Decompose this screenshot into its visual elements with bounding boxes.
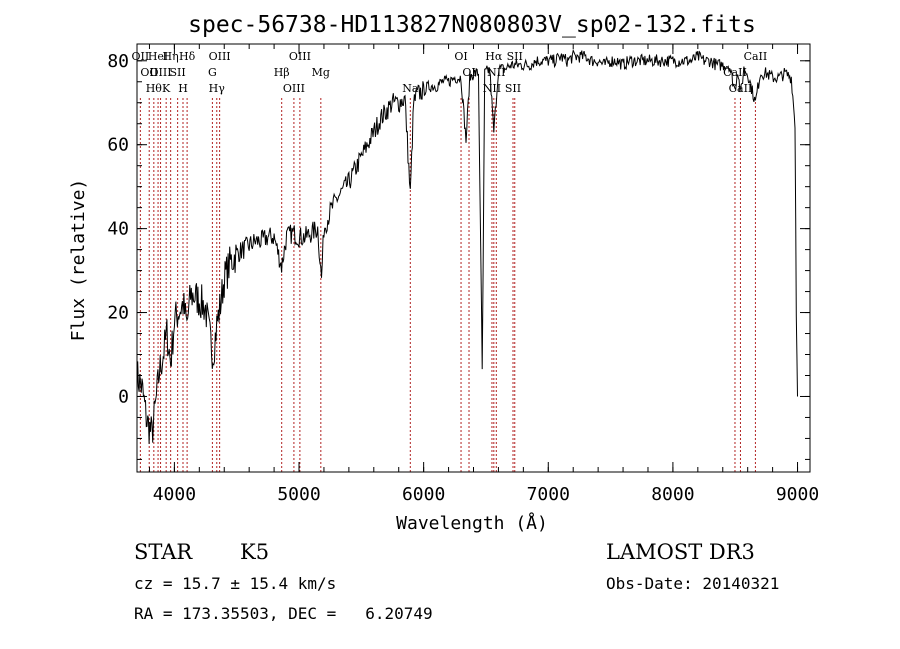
- spectrum-series: [136, 48, 798, 444]
- plot-frame: [136, 43, 811, 473]
- line-marker-label: OIII: [289, 50, 311, 63]
- x-axis-ticks: 4000 5000 6000 7000 8000 9000: [148, 44, 819, 505]
- survey-name: LAMOST DR3: [606, 540, 755, 564]
- y-tick-label: 0: [118, 386, 129, 407]
- line-marker-label: OIII: [209, 50, 231, 63]
- x-tick-label: 5000: [277, 484, 320, 505]
- line-marker-label: Hη: [163, 50, 179, 63]
- line-marker-label: OII: [132, 50, 150, 63]
- line-marker-label: OII: [140, 66, 158, 79]
- line-marker-label: Hγ: [209, 82, 226, 95]
- y-tick-label: 60: [107, 135, 129, 156]
- y-tick-label: 20: [107, 303, 129, 324]
- line-marker-label: SII: [505, 82, 521, 95]
- y-tick-label: 40: [107, 219, 129, 240]
- line-marker-label: SII: [507, 50, 523, 63]
- line-marker-label: NII: [483, 82, 501, 95]
- line-marker-label: Mg: [312, 66, 330, 79]
- line-marker-label: OI: [454, 50, 467, 63]
- x-tick-label: 4000: [153, 484, 196, 505]
- line-marker-label: Hδ: [179, 50, 196, 63]
- line-marker-label: OIII: [150, 66, 172, 79]
- line-marker-label: Hα: [485, 50, 503, 63]
- x-tick-label: 9000: [776, 484, 819, 505]
- x-tick-label: 6000: [402, 484, 445, 505]
- observation-date: Obs-Date: 20140321: [606, 574, 780, 593]
- sky-coordinates: RA = 173.35503, DEC = 6.20749: [134, 604, 433, 623]
- spectrum-line: [136, 48, 798, 444]
- line-marker-label: Hβ: [274, 66, 290, 79]
- line-marker-label: K: [162, 82, 171, 95]
- line-marker-label: G: [208, 66, 217, 79]
- line-marker-label: Na: [402, 82, 419, 95]
- line-marker-label: SII: [170, 66, 186, 79]
- x-axis-label: Wavelength (Å): [396, 512, 548, 534]
- y-axis-ticks: 0 20 40 60 80: [107, 51, 810, 460]
- line-marker-label: CaII: [744, 50, 768, 63]
- x-tick-label: 7000: [527, 484, 570, 505]
- y-axis-label: Flux (relative): [68, 179, 89, 342]
- line-marker-labels: OII OII Hθ HeI OIII K Hη SII H Hδ G Hγ OIII Hβ OIII OII…: [132, 50, 768, 95]
- chart-title: spec-56738-HD113827N080803V_sp02-132.fit…: [188, 12, 756, 38]
- y-tick-label: 80: [107, 51, 129, 72]
- line-marker-label: H: [178, 82, 188, 95]
- object-class: STAR: [134, 540, 193, 564]
- object-subclass: K5: [240, 540, 270, 564]
- line-marker-label: Hθ: [146, 82, 163, 95]
- line-marker-label: HeI: [148, 50, 168, 63]
- x-tick-label: 8000: [651, 484, 694, 505]
- line-markers: [139, 98, 756, 472]
- redshift-velocity: cz = 15.7 ± 15.4 km/s: [134, 574, 337, 593]
- line-marker-label: OIII: [283, 82, 305, 95]
